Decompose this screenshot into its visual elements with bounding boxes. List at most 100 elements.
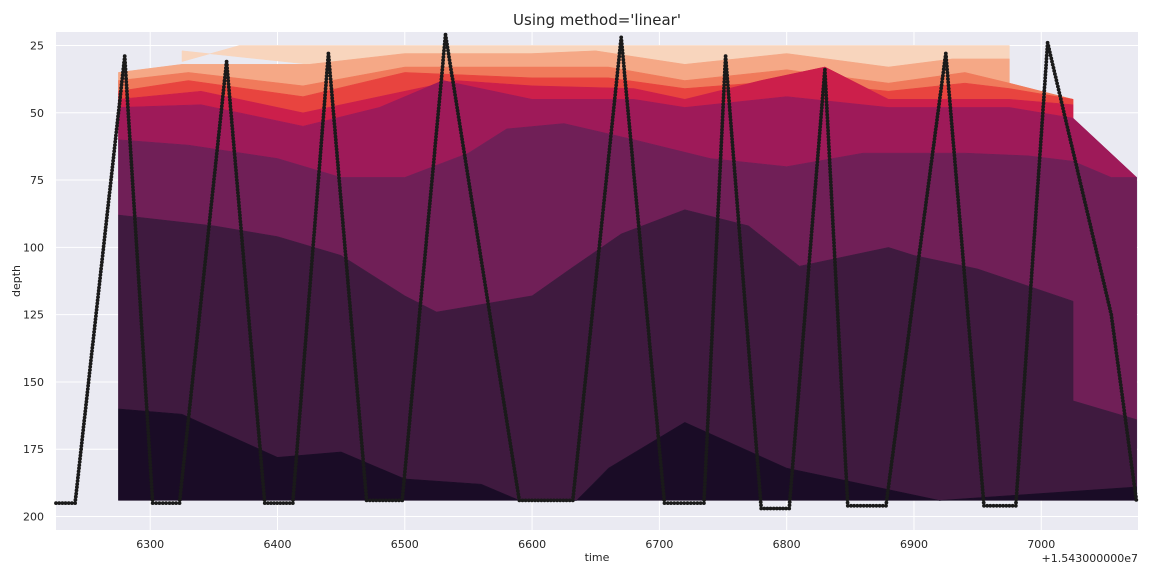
profile-point: [952, 147, 956, 152]
profile-point: [675, 501, 680, 505]
profile-point: [295, 443, 300, 448]
profile-point: [424, 236, 429, 241]
profile-point: [1030, 267, 1034, 272]
profile-point: [217, 129, 222, 134]
profile-point: [1007, 503, 1012, 508]
profile-point: [192, 361, 197, 366]
profile-point: [650, 367, 654, 371]
profile-point: [1028, 296, 1032, 301]
profile-point: [646, 328, 651, 333]
profile-point: [266, 501, 270, 505]
profile-point: [598, 233, 603, 238]
profile-point: [345, 268, 349, 273]
profile-point: [843, 462, 848, 466]
profile-point: [120, 73, 125, 78]
profile-point: [1083, 203, 1088, 208]
profile-point: [889, 459, 894, 464]
profile-point: [251, 363, 255, 368]
profile-point: [931, 143, 936, 148]
profile-point: [1038, 139, 1043, 144]
profile-point: [144, 395, 149, 400]
profile-point: [743, 302, 747, 307]
profile-point: [597, 246, 602, 251]
profile-point: [472, 213, 476, 218]
profile-point: [821, 90, 825, 94]
profile-point: [793, 433, 798, 438]
profile-point: [798, 369, 803, 374]
profile-point: [332, 125, 337, 129]
profile-point: [712, 290, 716, 295]
profile-point: [332, 115, 336, 120]
profile-point: [357, 418, 362, 423]
profile-point: [747, 356, 752, 361]
profile-point: [332, 121, 337, 126]
profile-point: [720, 121, 725, 126]
profile-point: [305, 322, 309, 327]
profile-point: [970, 370, 975, 374]
profile-point: [299, 389, 304, 394]
profile-point: [704, 453, 709, 458]
profile-point: [1129, 462, 1134, 467]
profile-point: [251, 370, 256, 374]
profile-point: [439, 74, 444, 79]
profile-point: [327, 67, 332, 72]
profile-point: [768, 506, 773, 511]
profile-point: [184, 437, 189, 442]
profile-point: [905, 345, 909, 350]
profile-point: [626, 108, 630, 113]
profile-point: [906, 336, 910, 341]
profile-point: [237, 210, 242, 214]
profile-point: [457, 121, 462, 126]
profile-point: [139, 312, 143, 317]
profile-point: [195, 332, 200, 337]
profile-point: [353, 367, 358, 372]
profile-point: [1122, 408, 1127, 413]
profile-point: [939, 86, 944, 91]
profile-point: [1115, 357, 1120, 362]
profile-point: [1050, 59, 1054, 64]
profile-point: [653, 402, 658, 407]
profile-point: [183, 450, 187, 455]
profile-point: [571, 495, 575, 500]
profile-point: [826, 128, 830, 133]
profile-point: [952, 156, 957, 161]
profile-point: [360, 444, 364, 448]
profile-point: [102, 235, 107, 239]
profile-point: [208, 209, 213, 213]
profile-point: [143, 379, 148, 384]
profile-point: [471, 207, 475, 211]
profile-point: [819, 109, 824, 113]
profile-point: [343, 246, 347, 251]
profile-point: [75, 482, 80, 486]
profile-point: [921, 222, 926, 227]
profile-point: [831, 237, 836, 242]
profile-point: [1033, 222, 1037, 227]
profile-point: [740, 270, 745, 275]
profile-point: [1121, 399, 1125, 403]
profile-point: [459, 134, 464, 139]
profile-point: [308, 284, 312, 289]
profile-point: [101, 247, 106, 252]
profile-point: [648, 354, 653, 359]
profile-point: [436, 106, 441, 110]
profile-point: [586, 345, 591, 349]
profile-point: [954, 179, 959, 183]
profile-point: [299, 392, 304, 397]
profile-point: [242, 261, 246, 266]
profile-point: [845, 497, 850, 502]
profile-point: [258, 453, 263, 457]
profile-point: [231, 133, 235, 138]
profile-point: [720, 115, 725, 119]
profile-point: [140, 328, 144, 333]
profile-point: [708, 360, 713, 365]
profile-point: [275, 501, 280, 505]
profile-point: [249, 341, 253, 345]
profile-point: [703, 469, 708, 474]
profile-point: [739, 251, 743, 256]
profile-point: [193, 355, 198, 359]
profile-point: [120, 76, 125, 81]
profile-point: [654, 418, 659, 422]
profile-point: [351, 348, 356, 353]
profile-point: [356, 399, 360, 404]
profile-point: [502, 403, 507, 408]
